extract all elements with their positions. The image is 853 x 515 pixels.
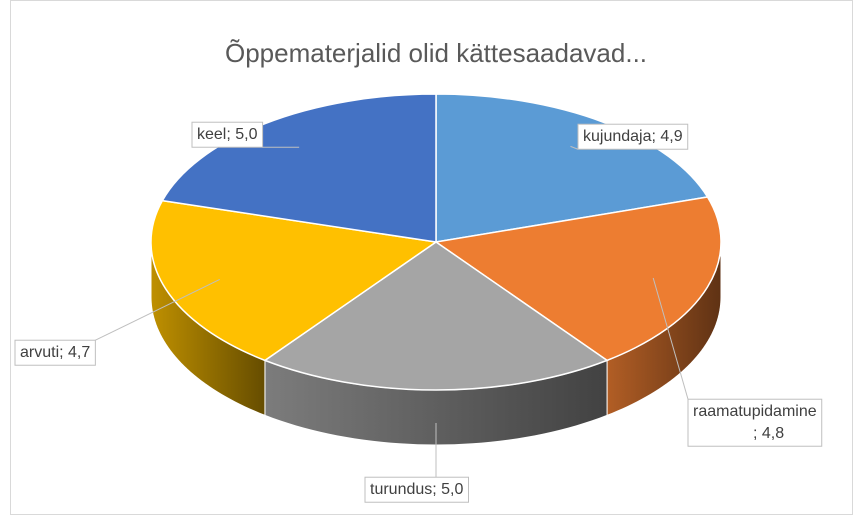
label-value: 4,7 bbox=[68, 344, 90, 361]
label-separator: ; bbox=[226, 126, 235, 143]
label-category: keel bbox=[197, 126, 226, 143]
slice bbox=[434, 196, 722, 362]
slice bbox=[263, 241, 609, 391]
data-label: raamatupidamine; 4,8 bbox=[693, 403, 817, 442]
label-box bbox=[14, 339, 96, 366]
label-separator: ; bbox=[59, 344, 68, 361]
label-category: arvuti bbox=[20, 344, 59, 361]
leader-line bbox=[95, 279, 220, 341]
label-category: turundus bbox=[370, 481, 432, 498]
label-separator: ; bbox=[432, 481, 441, 498]
label-separator: ; bbox=[652, 128, 661, 145]
label-value: 4,9 bbox=[660, 128, 682, 145]
leader-line bbox=[570, 145, 579, 150]
label-box bbox=[191, 121, 264, 148]
leader-line bbox=[652, 277, 689, 400]
label-category: raamatupidamine bbox=[693, 403, 817, 420]
label-category: kujundaja bbox=[583, 128, 652, 145]
chart-title: Õppematerjalid olid kättesaadavad... bbox=[225, 38, 647, 68]
label-box bbox=[364, 476, 469, 503]
data-label: kujundaja; 4,9 bbox=[583, 128, 683, 145]
label-box bbox=[687, 398, 823, 447]
label-value: 4,8 bbox=[762, 425, 784, 442]
slice bbox=[161, 93, 437, 243]
label-separator: ; bbox=[753, 425, 762, 442]
label-value: 5,0 bbox=[441, 481, 463, 498]
slice bbox=[150, 199, 438, 362]
label-value: 5,0 bbox=[235, 126, 257, 143]
data-label: turundus; 5,0 bbox=[370, 481, 464, 498]
slice bbox=[435, 93, 709, 243]
label-box bbox=[577, 123, 689, 150]
data-label: keel; 5,0 bbox=[197, 126, 258, 143]
data-label: arvuti; 4,7 bbox=[20, 344, 90, 361]
